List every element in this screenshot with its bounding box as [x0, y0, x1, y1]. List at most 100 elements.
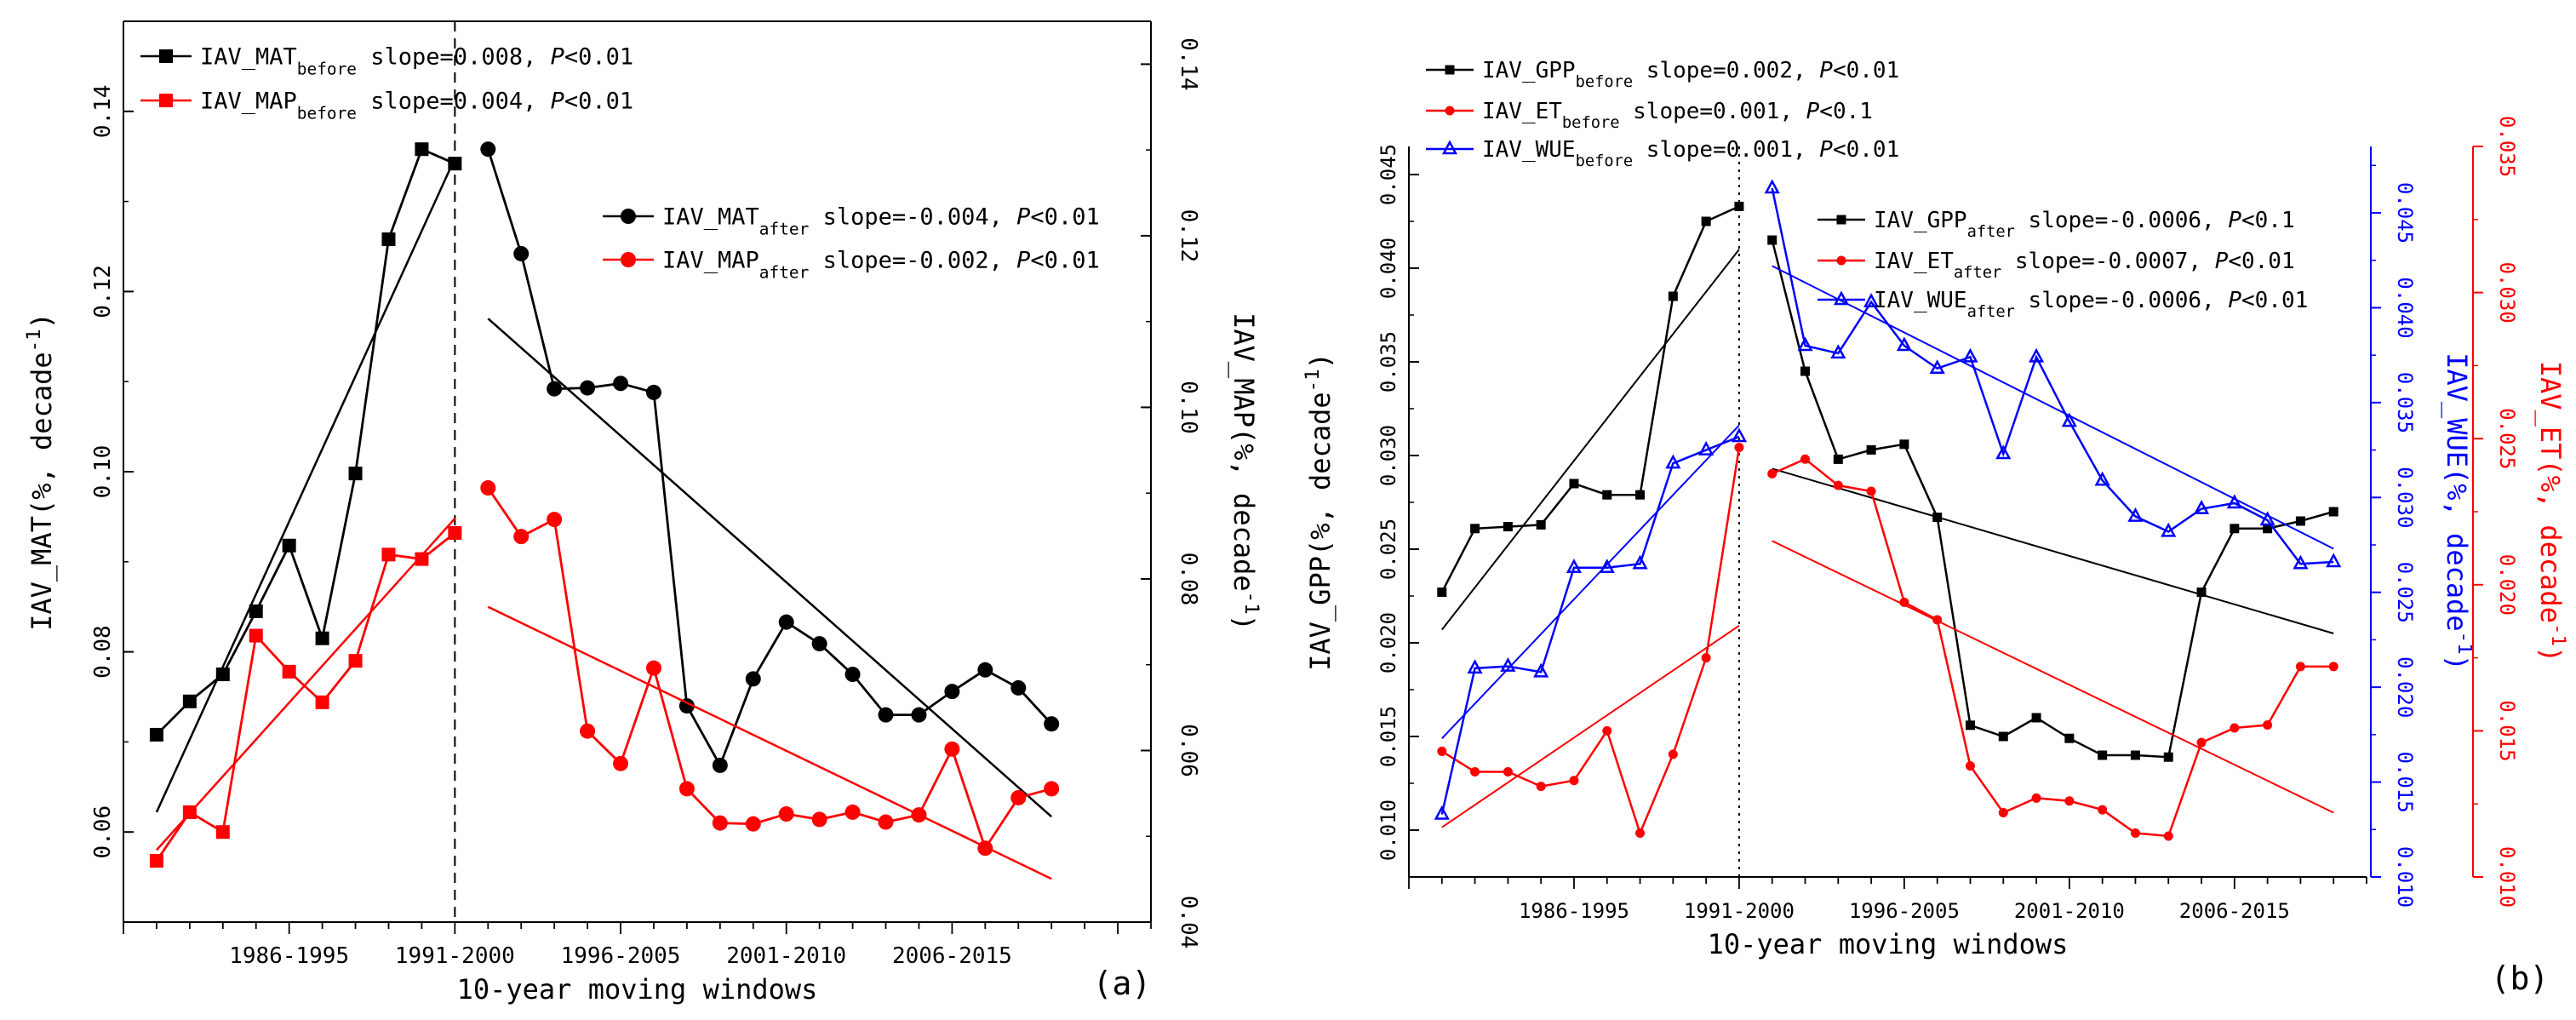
data-point-wue_after [2094, 471, 2110, 486]
data-point-gpp_after [1998, 731, 2008, 742]
right2-tick-label: 0.025 [2495, 408, 2519, 469]
right1-axis-title: IAV_WUE(%, decade-1) [2441, 352, 2476, 671]
series-line-gpp_before [1440, 205, 1740, 593]
right2-tick-label: 0.010 [2495, 846, 2519, 908]
data-point-wue_before [1599, 559, 1615, 573]
data-point-wue_after [1797, 336, 1813, 352]
legend-prefix: IAV_WUE [1482, 137, 1576, 163]
data-point-et_after [1932, 615, 1943, 625]
data-point-wue_after [1995, 444, 2012, 460]
series-line-map_before [155, 531, 456, 862]
right-tick-label: 0.12 [1176, 209, 1201, 263]
right-axis-title-close: ) [1228, 615, 1260, 631]
left-axis-title-exponent: -1 [1302, 369, 1324, 392]
panel-b: 0.010 0.015 0.020 0.025 0.030 0.035 0.040 0.045… [1302, 58, 2569, 997]
data-point-wue_after [2226, 494, 2242, 509]
data-point-map_before [215, 825, 230, 839]
left-tick-label: 0.025 [1377, 519, 1400, 580]
data-point-gpp_before [1569, 478, 1579, 489]
legend-label: IAV_ETafter slope=-0.0007, P<0.01 [1874, 249, 2295, 282]
legend-subscript: after [1967, 303, 2015, 321]
data-point-wue_before [1731, 427, 1748, 443]
legend-stat: slope=0.001, [1619, 99, 1806, 124]
data-point-map_after [911, 807, 927, 823]
panel-label: (b) [2491, 960, 2550, 997]
data-point-gpp_after [2130, 750, 2140, 760]
legend-entry: IAV_MATafter slope=-0.004, P<0.01 [603, 203, 1100, 238]
x-tick-label: 1996-2005 [561, 943, 681, 969]
legend-entry: IAV_GPPafter slope=-0.0006, P<0.1 [1818, 208, 2295, 241]
left-tick-label: 0.040 [1377, 238, 1400, 299]
legend-subscript: before [1576, 73, 1634, 91]
right-axis-title-text: IAV_MAP(%, decade [1228, 312, 1260, 592]
x-tick-label: 1986-1995 [1519, 899, 1629, 923]
legend-subscript: after [1967, 223, 2015, 241]
x-tick-label: 2006-2015 [892, 943, 1012, 969]
right-tick-label: 0.10 [1176, 381, 1201, 434]
right2-axis-title-text: IAV_ET(%, decade [2534, 361, 2567, 623]
legend-label: IAV_WUEbefore slope=0.001, P<0.01 [1482, 137, 1899, 170]
data-point-et_before [1536, 782, 1546, 792]
left-axis-title: IAV_MAT(%, decade-1) [23, 312, 58, 631]
data-point-map_after [1044, 781, 1060, 797]
legend-stat: slope=-0.004, [809, 203, 1016, 230]
trend-line-mat_after [487, 318, 1053, 818]
data-point-map_before [249, 628, 263, 643]
data-point-et_after [2295, 662, 2305, 672]
data-point-wue_before [1467, 659, 1483, 674]
right-axis-title-exponent: -1 [1240, 592, 1262, 615]
left-axis-title: IAV_GPP(%, decade-1) [1302, 352, 1337, 671]
right-tick-label: 0.14 [1176, 37, 1201, 91]
legend-threshold: <0.1 [1819, 99, 1873, 124]
data-point-et_after [2163, 831, 2173, 841]
data-point-mat_before [149, 727, 163, 742]
legend-entry: IAV_ETafter slope=-0.0007, P<0.01 [1818, 249, 2295, 282]
legend-stat: slope=0.008, [357, 43, 551, 70]
data-point-gpp_after [2064, 733, 2075, 743]
data-point-wue_before [1566, 559, 1583, 573]
trend-line-gpp_after [1772, 467, 2334, 634]
legend-swatch-marker [159, 94, 173, 107]
data-point-mat_after [778, 614, 794, 630]
legend-stat: slope=-0.0007, [2001, 249, 2214, 274]
data-point-gpp_before [1602, 490, 1612, 500]
right1-tick-label: 0.010 [2393, 846, 2417, 908]
data-point-wue_before [1632, 554, 1648, 570]
data-point-mat_after [513, 245, 530, 261]
legend-swatch-marker [1441, 140, 1458, 155]
legend-label: IAV_ETbefore slope=0.001, P<0.1 [1482, 99, 1873, 132]
right1-tick-label: 0.045 [2393, 182, 2417, 244]
panel-label: (a) [1093, 965, 1152, 1002]
legend-label: IAV_MAPbefore slope=0.004, P<0.01 [200, 88, 633, 123]
data-point-wue_before [1665, 454, 1681, 469]
data-point-et_after [1866, 486, 1876, 496]
legend-entry: IAV_WUEafter slope=-0.0006, P<0.01 [1818, 288, 2308, 321]
right2-axis-title: IAV_ET(%, decade-1) [2534, 361, 2569, 662]
data-point-mat_before [282, 538, 296, 553]
legend-label: IAV_MATafter slope=-0.004, P<0.01 [662, 203, 1100, 238]
data-point-map_after [778, 806, 794, 822]
data-point-map_after [678, 781, 695, 797]
x-tick-label: 2001-2010 [2014, 899, 2125, 923]
legend-prefix: IAV_MAT [200, 43, 297, 70]
legend-threshold: <0.01 [1030, 247, 1099, 273]
legend-entry: IAV_GPPbefore slope=0.002, P<0.01 [1426, 58, 1899, 91]
data-point-gpp_before [1635, 490, 1646, 500]
data-point-mat_after [944, 684, 960, 700]
data-point-mat_before [182, 694, 197, 708]
data-point-wue_after [1764, 179, 1780, 194]
left-axis-title-close: ) [1304, 352, 1337, 369]
data-point-et_after [2064, 796, 2075, 806]
data-point-mat_before [415, 142, 429, 157]
right1-axis-title-close: ) [2441, 655, 2473, 671]
data-point-et_after [2196, 737, 2207, 748]
data-point-map_after [712, 815, 728, 831]
right1-tick-label: 0.015 [2393, 751, 2417, 812]
data-point-et_before [1635, 828, 1646, 839]
left-tick-label: 0.14 [90, 84, 116, 138]
data-point-et_before [1701, 653, 1711, 663]
legend-prefix: IAV_ET [1874, 249, 1954, 274]
x-tick-label: 2006-2015 [2179, 899, 2290, 923]
data-point-gpp_before [1503, 522, 1513, 532]
data-point-et_after [2098, 805, 2108, 815]
